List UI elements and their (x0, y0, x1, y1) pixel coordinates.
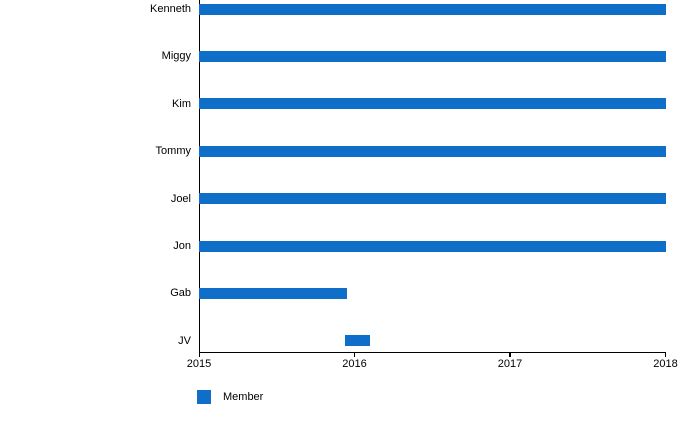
category-label-gab: Gab (170, 287, 191, 300)
category-label-miggy: Miggy (161, 50, 191, 63)
legend-label: Member (223, 391, 264, 403)
category-label-jv: JV (178, 334, 191, 347)
legend: Member (197, 390, 263, 404)
category-label-joel: Joel (170, 192, 191, 205)
bar-kim (199, 98, 666, 110)
bar-miggy (199, 50, 666, 62)
category-label-kenneth: Kenneth (150, 3, 191, 15)
bar-jon (199, 240, 666, 252)
x-axis-line (199, 351, 666, 353)
x-tick-2016 (353, 351, 356, 357)
bar-jv (345, 335, 371, 347)
legend-swatch (197, 390, 211, 404)
category-label-kim: Kim (172, 97, 191, 110)
y-axis-line (198, 0, 200, 357)
x-tick-label-2017: 2017 (497, 358, 523, 370)
bar-tommy (199, 145, 666, 157)
category-label-jon: Jon (173, 240, 191, 252)
bar-kenneth (199, 3, 666, 15)
x-tick-2018 (664, 351, 667, 357)
bar-joel (199, 193, 666, 205)
x-tick-label-2016: 2016 (342, 358, 367, 370)
bar-gab (199, 287, 347, 299)
x-tick-2017 (509, 351, 511, 357)
x-tick-label-2018: 2018 (653, 358, 678, 370)
category-label-tommy: Tommy (155, 145, 191, 158)
x-tick-label-2015: 2015 (186, 358, 212, 370)
